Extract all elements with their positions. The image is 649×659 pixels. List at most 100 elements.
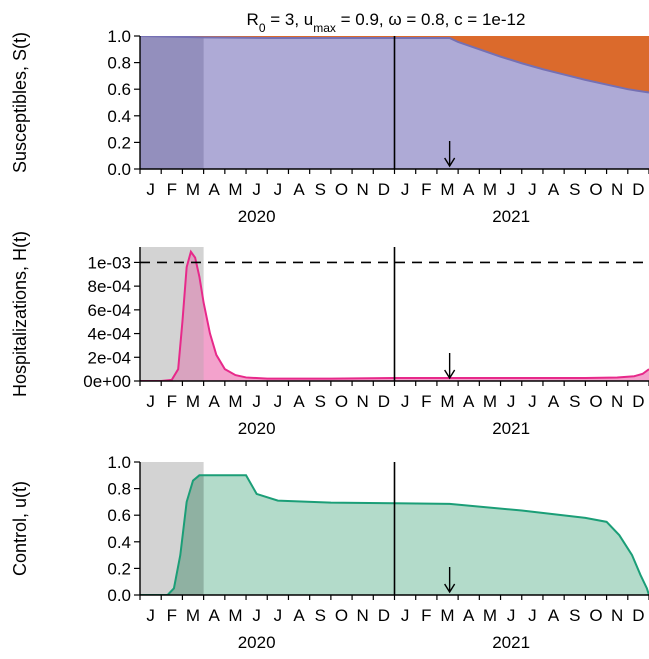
month-label: S <box>569 606 580 625</box>
month-label: J <box>528 606 537 625</box>
year-label: 2020 <box>238 633 276 652</box>
y-tick-label: 0.0 <box>107 586 131 605</box>
month-label: M <box>186 180 200 199</box>
susceptibles-panel: 0.00.20.40.60.81.0J F M A M J J A S O N D J F M A M J J A S O… <box>10 27 649 226</box>
y-tick-label: 1.0 <box>107 453 131 472</box>
month-label: J <box>252 392 261 411</box>
month-label: J <box>401 606 410 625</box>
month-label: N <box>357 392 369 411</box>
year-label: 2021 <box>492 207 530 226</box>
month-label: J <box>507 180 516 199</box>
month-label: D <box>632 180 644 199</box>
month-label: J <box>252 606 261 625</box>
month-label: M <box>228 392 242 411</box>
month-label: A <box>463 606 475 625</box>
month-label: J <box>401 392 410 411</box>
month-label: O <box>589 392 602 411</box>
month-label: A <box>209 392 221 411</box>
month-label: S <box>569 180 580 199</box>
y-tick-label: 1e-03 <box>88 253 131 272</box>
month-label: M <box>483 392 497 411</box>
month-label: A <box>209 606 221 625</box>
arrow-head <box>444 583 456 594</box>
month-label: S <box>315 180 326 199</box>
y-axis-label: Hospitalizations, H(t) <box>10 231 30 397</box>
month-label: F <box>167 180 177 199</box>
arrow-head <box>444 157 456 168</box>
month-label: F <box>167 392 177 411</box>
month-label: M <box>483 180 497 199</box>
month-label: N <box>357 606 369 625</box>
year-label: 2021 <box>492 633 530 652</box>
hospitalizations-early-overlap <box>140 251 204 381</box>
month-label: O <box>589 606 602 625</box>
month-label: J <box>528 180 537 199</box>
month-label: A <box>463 180 475 199</box>
month-label: A <box>463 392 475 411</box>
hospitalizations-plot-area <box>140 247 649 381</box>
month-label: O <box>335 606 348 625</box>
month-label: A <box>293 606 305 625</box>
control-panel: 0.00.20.40.60.81.0J F M A M J J A S O N D J F M A M J J A S O… <box>10 453 649 652</box>
year-label: 2021 <box>492 419 530 438</box>
month-label: D <box>378 392 390 411</box>
month-label: J <box>146 606 155 625</box>
month-label: D <box>632 392 644 411</box>
month-label: D <box>632 606 644 625</box>
month-label: J <box>401 180 410 199</box>
month-label: J <box>252 180 261 199</box>
month-label: M <box>228 180 242 199</box>
chart-title: R0 = 3, umax = 0.9, ω = 0.8, c = 1e-12 <box>247 10 526 35</box>
month-label: A <box>209 180 221 199</box>
y-tick-label: 0.6 <box>107 80 131 99</box>
month-label: J <box>528 392 537 411</box>
y-tick-label: 0e+00 <box>83 372 131 391</box>
year-label: 2020 <box>238 419 276 438</box>
y-tick-label: 1.0 <box>107 27 131 46</box>
month-label: M <box>440 606 454 625</box>
month-label: J <box>146 180 155 199</box>
month-label: J <box>274 606 283 625</box>
y-tick-label: 0.4 <box>107 533 131 552</box>
susceptibles-early-overlap <box>140 36 204 169</box>
month-label: J <box>274 180 283 199</box>
y-tick-label: 0.2 <box>107 133 131 152</box>
y-axis-label: Susceptibles, S(t) <box>10 32 30 173</box>
control-early-overlap <box>140 475 204 595</box>
month-label: J <box>146 392 155 411</box>
y-tick-label: 0.4 <box>107 107 131 126</box>
month-label: A <box>548 606 560 625</box>
y-tick-label: 0.8 <box>107 54 131 73</box>
month-label: N <box>611 180 623 199</box>
y-tick-label: 0.8 <box>107 480 131 499</box>
month-label: S <box>315 392 326 411</box>
control-line <box>140 474 649 595</box>
month-label: J <box>507 606 516 625</box>
month-label: A <box>293 180 305 199</box>
y-tick-label: 0.2 <box>107 559 131 578</box>
month-label: N <box>357 180 369 199</box>
month-label: D <box>378 180 390 199</box>
month-label: F <box>421 180 431 199</box>
month-label: F <box>167 606 177 625</box>
hospitalizations-line <box>140 249 649 381</box>
month-label: M <box>228 606 242 625</box>
y-axis-label: Control, u(t) <box>10 481 30 576</box>
y-tick-label: 6e-04 <box>88 301 131 320</box>
y-tick-label: 2e-04 <box>88 348 131 367</box>
month-label: A <box>293 392 305 411</box>
arrow-head <box>444 369 456 380</box>
month-label: M <box>440 392 454 411</box>
month-label: M <box>440 180 454 199</box>
month-label: J <box>274 392 283 411</box>
month-label: M <box>483 606 497 625</box>
month-label: A <box>548 180 560 199</box>
susceptibles-line <box>140 36 649 94</box>
month-label: O <box>589 180 602 199</box>
month-label: S <box>569 392 580 411</box>
year-label: 2020 <box>238 207 276 226</box>
month-label: D <box>378 606 390 625</box>
month-label: O <box>335 180 348 199</box>
